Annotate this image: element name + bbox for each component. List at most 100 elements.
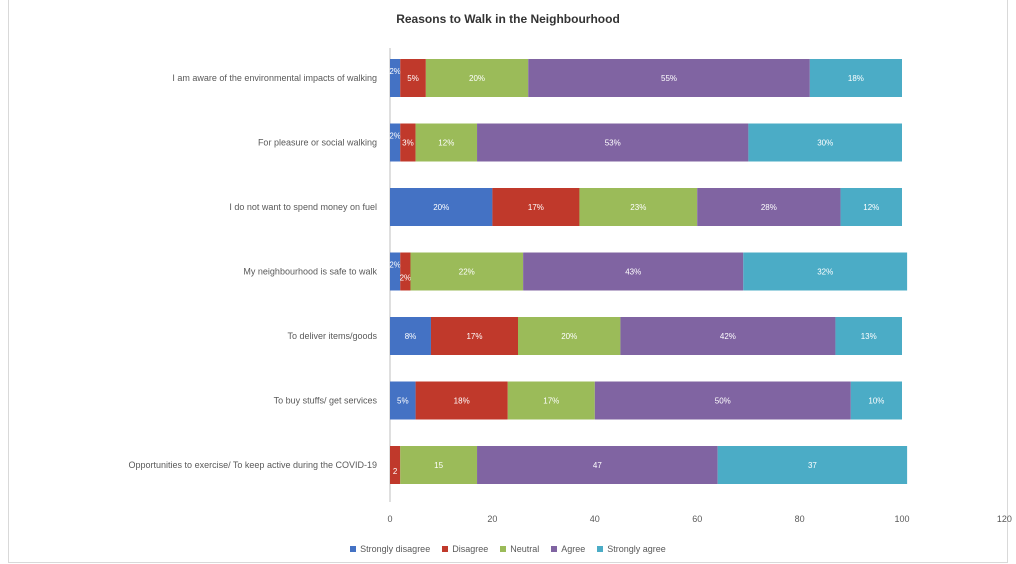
legend-label: Disagree [452,544,489,554]
legend-label: Strongly disagree [360,544,431,554]
legend-item: Strongly agree [597,544,666,554]
x-tick-label: 40 [590,514,600,524]
data-label: 12% [438,139,454,148]
data-label: 2% [389,67,401,76]
bar-segment [743,252,908,291]
bar-segment [850,381,902,420]
category-label: To deliver items/goods [287,331,377,341]
x-tick-label: 0 [387,514,392,524]
bar-segment [425,59,529,97]
bar-segment [579,188,698,226]
data-label: 2% [389,261,401,270]
category-label: Opportunities to exercise/ To keep activ… [129,460,377,470]
data-label: 22% [459,268,475,277]
category-label: I am aware of the environmental impacts … [172,73,377,83]
data-label: 13% [861,332,877,341]
bar-segment [390,317,431,355]
data-label: 30% [817,139,833,148]
bar-segment [400,123,416,162]
bar-segment [415,381,508,420]
bar-segment [477,123,749,162]
data-label: 20% [469,74,485,83]
chart-legend: Strongly disagree Disagree Neutral Agree Str… [0,544,1016,554]
bar-segment [748,123,902,162]
x-tick-label: 80 [795,514,805,524]
bar-segment [507,381,595,420]
bar-segment [400,446,478,484]
bar-segment [400,252,411,291]
data-label: 10% [868,397,884,406]
bar-segment [594,381,851,420]
data-label: 37 [808,461,817,470]
data-label: 2 [393,467,398,476]
data-label: 5% [407,74,419,83]
data-label: 18% [848,74,864,83]
data-label: 17% [466,332,482,341]
bar-segment [390,59,401,97]
data-label: 32% [817,268,833,277]
data-label: 47 [593,461,602,470]
category-label: For pleasure or social walking [258,138,377,148]
legend-swatch [500,546,507,552]
bar-segment [528,59,810,97]
bar-segment [840,188,902,226]
legend-item: Disagree [442,544,488,554]
legend-swatch [597,546,604,552]
data-label: 28% [761,203,777,212]
legend-swatch [442,546,449,552]
legend-item: Agree [551,544,585,554]
data-label: 50% [715,397,731,406]
data-label: 5% [397,397,409,406]
data-label: 17% [528,203,544,212]
legend-swatch [551,546,558,552]
data-label: 8% [405,332,417,341]
chart-frame [8,0,1008,563]
bar-segment [523,252,744,291]
bar-segment [415,123,478,162]
x-tick-label: 120 [997,514,1012,524]
bar-segment [835,317,902,355]
bar-segment [477,446,718,484]
legend-swatch [350,546,357,552]
bar-segment [809,59,902,97]
bar-segment [390,252,401,291]
legend-label: Agree [561,544,586,554]
bar-segment [390,381,416,420]
data-label: 18% [454,397,470,406]
data-label: 17% [543,397,559,406]
bar-segment [390,188,493,226]
data-label: 43% [625,268,641,277]
x-tick-label: 20 [487,514,497,524]
data-label: 20% [433,203,449,212]
bar-segment [430,317,518,355]
bar-segment [390,446,401,484]
category-label: My neighbourhood is safe to walk [243,267,377,277]
legend-item: Neutral [500,544,539,554]
data-label: 23% [630,203,646,212]
category-label: To buy stuffs/ get services [274,396,378,406]
data-label: 2% [400,274,412,283]
bar-segment [518,317,621,355]
legend-label: Strongly agree [607,544,666,554]
legend-label: Neutral [510,544,540,554]
bar-segment [400,59,426,97]
category-label: I do not want to spend money on fuel [229,202,377,212]
chart-title: Reasons to Walk in the Neighbourhood [396,12,620,26]
data-label: 2% [389,132,401,141]
data-label: 55% [661,74,677,83]
bar-segment [390,123,401,162]
bar-segment [697,188,841,226]
stacked-bar-chart: 0 20 40 60 80 100 120 I am aware of the environ… [129,48,1012,524]
data-label: 15 [434,461,443,470]
data-label: 42% [720,332,736,341]
data-label: 20% [561,332,577,341]
bar-segment [410,252,524,291]
x-tick-label: 60 [692,514,702,524]
bar-segment [717,446,908,484]
bar-segment [492,188,580,226]
bar-segment [620,317,836,355]
data-label: 12% [863,203,879,212]
x-tick-label: 100 [894,514,909,524]
data-label: 3% [402,139,414,148]
data-label: 53% [605,139,621,148]
